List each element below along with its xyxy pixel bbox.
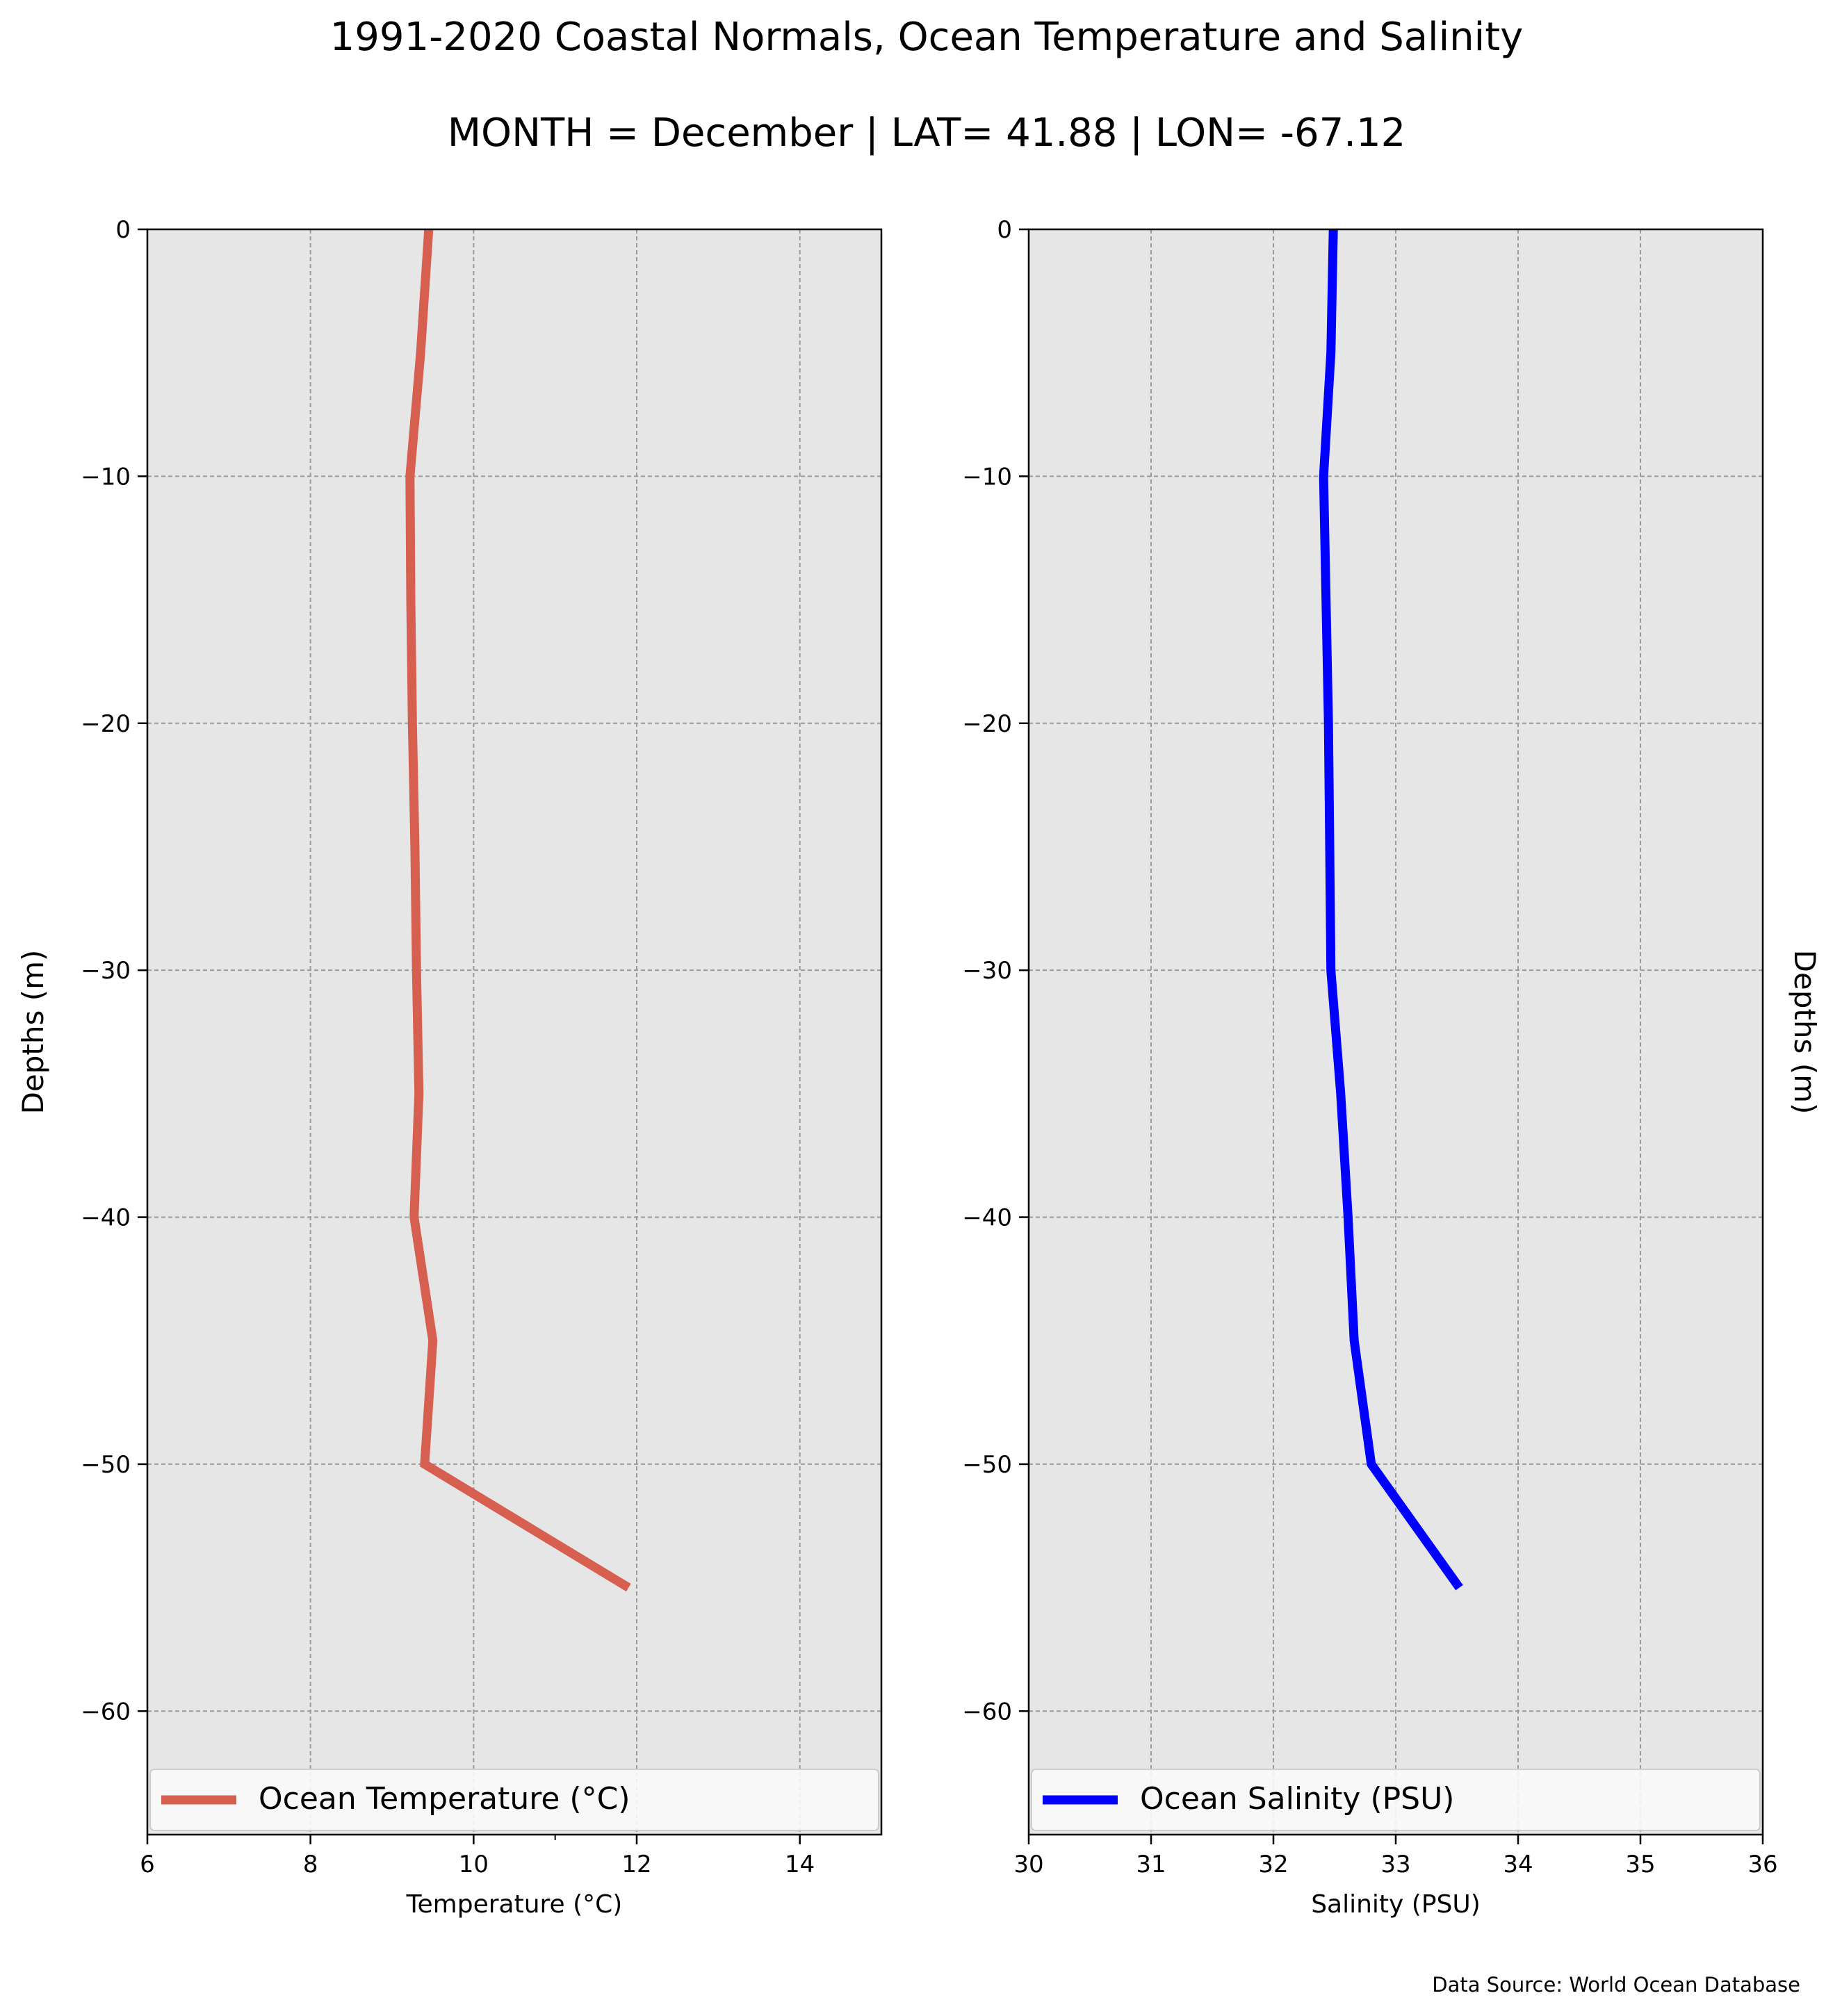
temperature-y-tick-label: −50 — [81, 1451, 131, 1479]
data-source-note: Data Source: World Ocean Database — [1432, 1973, 1800, 1997]
salinity-x-tick-label: 35 — [1625, 1851, 1655, 1878]
temperature-legend: Ocean Temperature (°C) — [149, 1769, 879, 1831]
temperature-y-tick-label: 0 — [115, 216, 131, 244]
salinity-panel: 30 31 32 33 34 35 36 0 −10 −20 −30 −40 −50 −60 Salinit… — [962, 216, 1822, 1919]
salinity-x-tick-label: 34 — [1503, 1851, 1533, 1878]
temperature-y-tick-label: −30 — [81, 957, 131, 985]
temperature-y-tick-label: −40 — [81, 1204, 131, 1232]
salinity-y-tick-label: −40 — [962, 1204, 1012, 1232]
temperature-series-line — [405, 229, 631, 1592]
figure-title: 1991-2020 Coastal Normals, Ocean Tempera… — [330, 15, 1524, 60]
temperature-x-tick-label: 14 — [785, 1851, 815, 1878]
temperature-y-tick-label: −20 — [81, 710, 131, 738]
salinity-y-axis-label: Depths (m) — [1788, 950, 1822, 1115]
temperature-y-tick-label: −60 — [81, 1698, 131, 1726]
salinity-series-line — [1319, 229, 1463, 1591]
temperature-x-tick-label: 8 — [303, 1851, 318, 1878]
salinity-x-tick-label: 32 — [1258, 1851, 1288, 1878]
figure-subtitle: MONTH = December | LAT= 41.88 | LON= -67… — [448, 110, 1406, 156]
salinity-y-tick-label: 0 — [997, 216, 1012, 244]
salinity-legend: Ocean Salinity (PSU) — [1031, 1769, 1761, 1831]
salinity-y-tick-label: −60 — [962, 1698, 1012, 1726]
temperature-legend-box — [149, 1769, 879, 1831]
salinity-x-tick-label: 30 — [1013, 1851, 1043, 1878]
temperature-axes-frame — [146, 228, 883, 1836]
temperature-plot-area — [147, 229, 881, 1835]
salinity-x-tick-label: 36 — [1747, 1851, 1777, 1878]
temperature-x-tick-label: 10 — [459, 1851, 489, 1878]
salinity-y-tick-label: −20 — [962, 710, 1012, 738]
salinity-legend-label: Ocean Salinity (PSU) — [1140, 1781, 1454, 1817]
temperature-legend-label: Ocean Temperature (°C) — [259, 1781, 630, 1817]
temperature-x-axis-label: Temperature (°C) — [406, 1890, 623, 1919]
temperature-x-tick-label: 12 — [621, 1851, 651, 1878]
salinity-y-tick-label: −30 — [962, 957, 1012, 985]
salinity-x-tick-label: 31 — [1136, 1851, 1166, 1878]
temperature-y-tick-label: −10 — [81, 463, 131, 491]
temperature-panel: 6 8 10 12 14 0 −10 −20 −30 −40 −50 −60 Temperature (… — [16, 216, 883, 1919]
temperature-x-tick-label: 6 — [140, 1851, 155, 1878]
salinity-y-tick-label: −50 — [962, 1451, 1012, 1479]
salinity-x-tick-label: 33 — [1380, 1851, 1410, 1878]
salinity-legend-box — [1031, 1769, 1761, 1831]
salinity-x-axis-label: Salinity (PSU) — [1311, 1890, 1481, 1919]
temperature-y-axis-label: Depths (m) — [16, 950, 50, 1115]
salinity-y-tick-label: −10 — [962, 463, 1012, 491]
